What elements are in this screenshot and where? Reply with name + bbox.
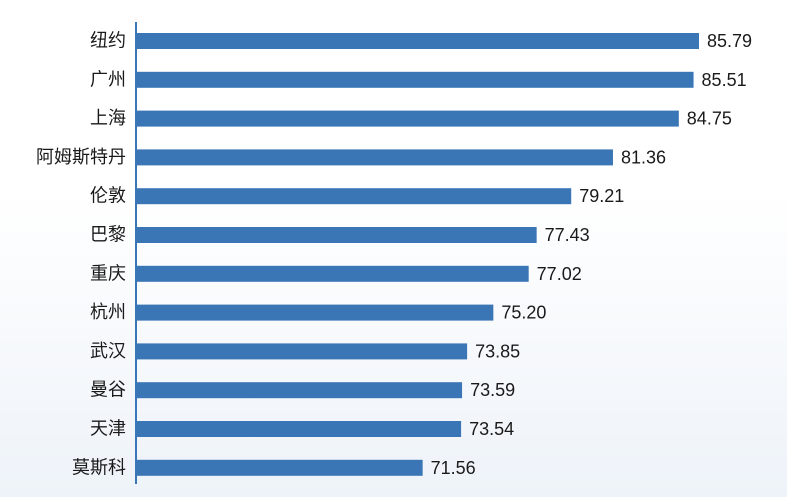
bar bbox=[137, 459, 423, 476]
category-label: 曼谷 bbox=[90, 380, 126, 401]
bar bbox=[137, 110, 679, 127]
category-label: 重庆 bbox=[90, 263, 126, 284]
category-label: 巴黎 bbox=[90, 225, 126, 246]
value-label: 73.85 bbox=[475, 341, 520, 361]
bar bbox=[137, 382, 463, 399]
value-label: 75.20 bbox=[501, 303, 546, 323]
value-label: 77.02 bbox=[537, 264, 582, 284]
category-label: 莫斯科 bbox=[72, 457, 126, 478]
category-label: 广州 bbox=[90, 69, 126, 90]
category-label: 阿姆斯特丹 bbox=[36, 147, 126, 168]
value-label: 79.21 bbox=[579, 186, 624, 206]
bar bbox=[137, 188, 572, 205]
bar bbox=[137, 343, 468, 360]
value-label: 77.43 bbox=[545, 225, 590, 245]
category-label: 天津 bbox=[90, 419, 126, 440]
category-label: 纽约 bbox=[90, 31, 126, 52]
category-label: 武汉 bbox=[90, 341, 126, 362]
value-label: 84.75 bbox=[687, 109, 732, 129]
category-label: 伦敦 bbox=[90, 186, 126, 207]
category-label: 上海 bbox=[90, 108, 126, 129]
bar bbox=[137, 421, 462, 437]
bar bbox=[137, 304, 494, 321]
value-label: 73.54 bbox=[469, 419, 514, 439]
bar bbox=[137, 149, 613, 166]
category-label: 杭州 bbox=[90, 302, 126, 323]
bar bbox=[137, 33, 699, 49]
value-label: 73.59 bbox=[470, 380, 515, 400]
bar bbox=[137, 71, 694, 88]
value-label: 71.56 bbox=[431, 458, 476, 478]
value-label: 85.79 bbox=[707, 31, 752, 51]
bar bbox=[137, 265, 529, 282]
bar bbox=[137, 227, 537, 243]
value-label: 85.51 bbox=[702, 70, 747, 90]
value-label: 81.36 bbox=[621, 147, 666, 167]
